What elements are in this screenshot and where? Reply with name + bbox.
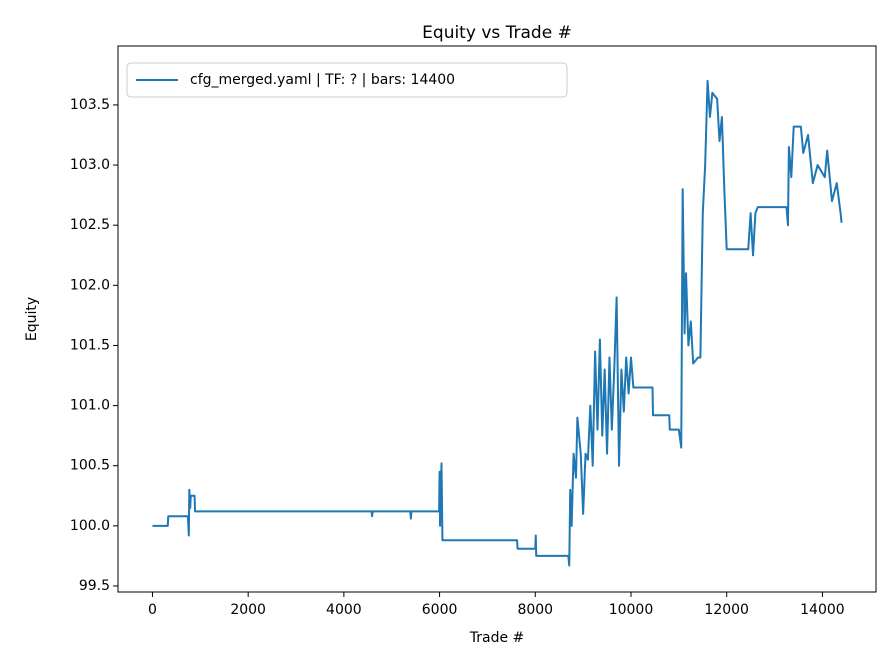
x-tick-label: 8000 [517, 602, 553, 618]
y-tick-label: 100.5 [70, 458, 110, 474]
y-tick-label: 102.0 [70, 277, 110, 293]
x-tick-label: 10000 [609, 602, 654, 618]
y-tick-label: 102.5 [70, 217, 110, 233]
plot-frame [117, 45, 877, 593]
y-tick-label: 103.5 [70, 97, 110, 113]
x-tick-label: 2000 [230, 602, 266, 618]
chart-title: Equity vs Trade # [422, 23, 572, 43]
series-line [152, 79, 843, 567]
legend-box [126, 62, 568, 98]
x-tick-label: 0 [148, 602, 157, 618]
x-tick-label: 6000 [422, 602, 458, 618]
y-tick-label: 100.0 [70, 518, 110, 534]
y-tick-label: 101.0 [70, 398, 110, 414]
legend: cfg_merged.yaml | TF: ? | bars: 14400 [126, 62, 568, 98]
x-axis-label: Trade # [469, 630, 525, 646]
y-tick-label: 101.5 [70, 337, 110, 353]
legend-label: cfg_merged.yaml | TF: ? | bars: 14400 [190, 72, 455, 88]
x-tick-label: 12000 [704, 602, 749, 618]
x-tick-label: 14000 [800, 602, 845, 618]
y-tick-label: 103.0 [70, 157, 110, 173]
y-tick-label: 99.5 [79, 578, 110, 594]
y-axis-label: Equity [24, 297, 40, 341]
x-tick-label: 4000 [326, 602, 362, 618]
